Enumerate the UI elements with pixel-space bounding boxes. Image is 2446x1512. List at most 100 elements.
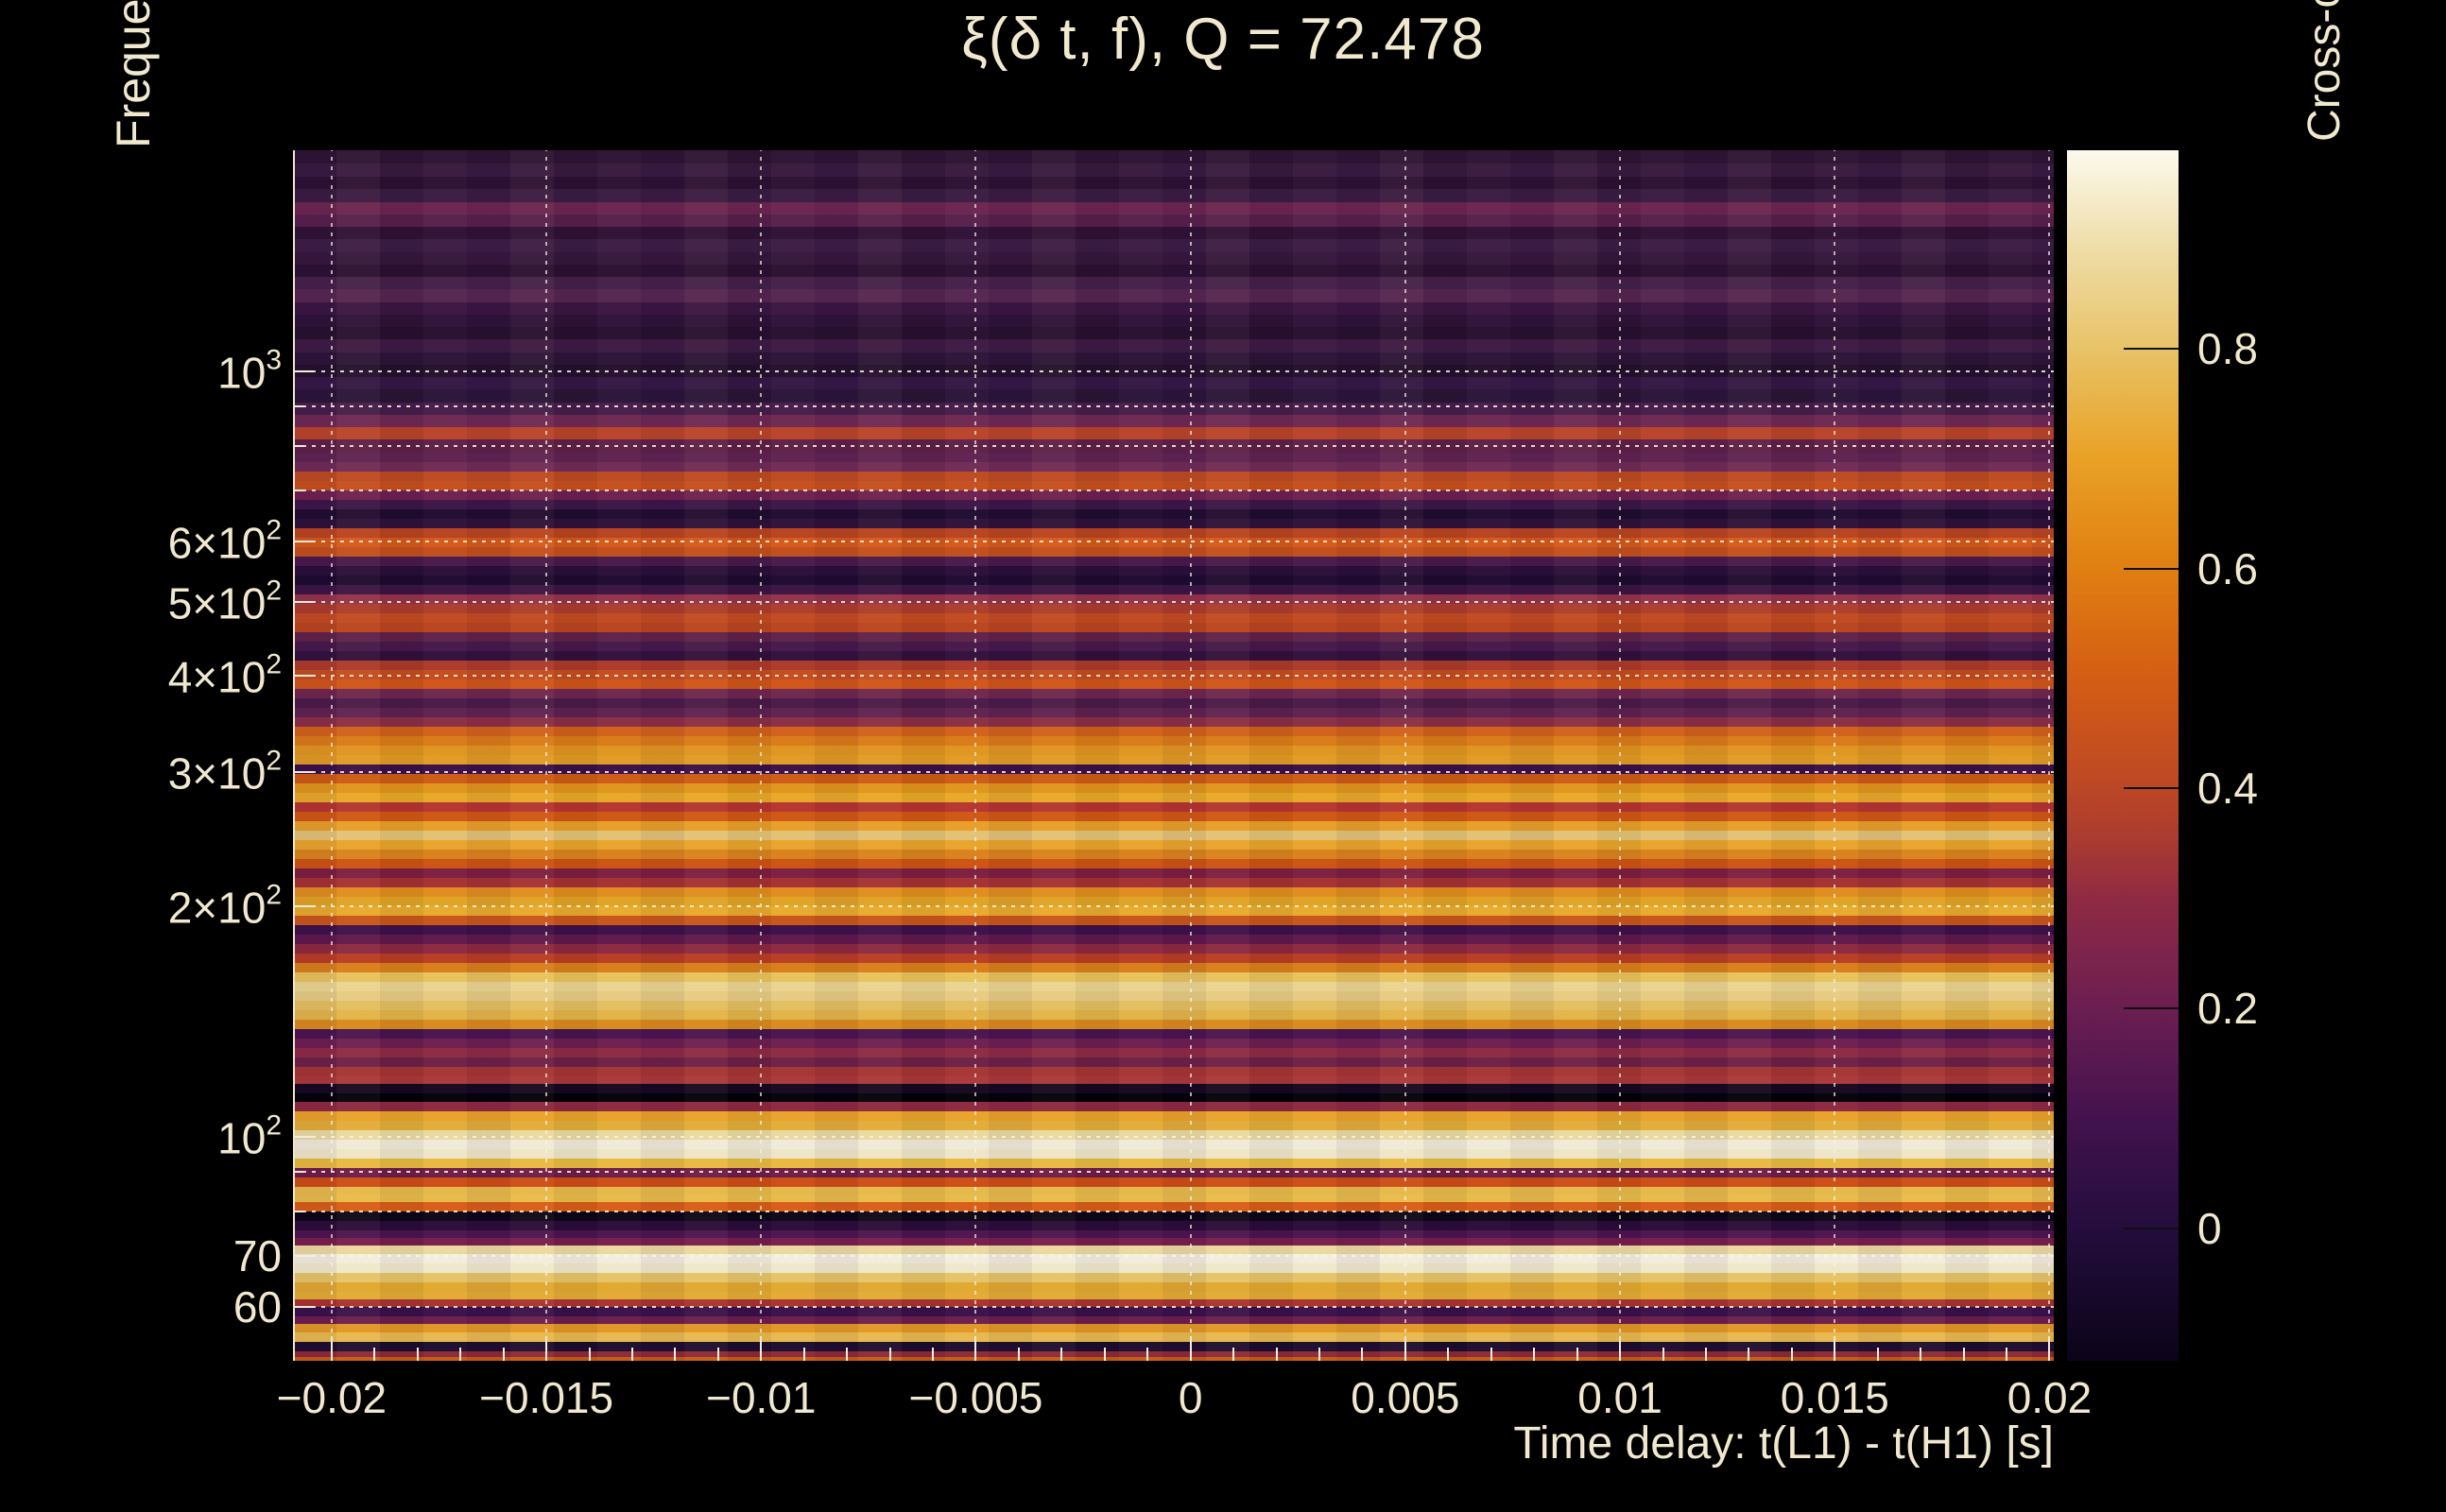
heatmap-band [293,288,2054,302]
y-tick-label: 3×102 [0,745,282,799]
heatmap-band [293,745,2054,755]
x-tick-label: −0.02 [276,1373,388,1422]
heatmap-band [293,801,2054,812]
x-minor-tick [1232,1348,1235,1361]
heatmap-band [293,1009,2054,1020]
heatmap-band [293,1291,2054,1299]
heatmap-band [293,251,2054,265]
h-gridline [293,405,2054,408]
heatmap-band [293,896,2054,906]
v-gridline [760,150,763,1361]
y-tick-label-base: 10 [217,348,267,398]
heatmap-band [293,764,2054,774]
y-major-tick [293,770,314,773]
heatmap-band [293,1356,2054,1361]
colorbar-title: Cross-correlation ξ [2299,0,2351,142]
x-minor-tick [1490,1348,1492,1361]
x-tick-label: 0.02 [2007,1373,2093,1422]
y-major-tick [293,540,314,542]
y-major-tick [293,1305,314,1308]
heatmap-band [293,792,2054,802]
heatmap-band [293,1148,2054,1159]
h-gridline [293,675,2054,678]
v-gridline [974,150,977,1361]
h-gridline [293,1305,2054,1308]
x-minor-tick [1060,1348,1063,1361]
y-tick-label: 6×102 [0,514,282,568]
x-major-tick [1834,1336,1836,1361]
colorbar-tick [2124,787,2179,790]
x-minor-tick [630,1348,633,1361]
heatmap-band [293,176,2054,189]
heatmap-band [293,214,2054,227]
heatmap-band [293,1341,2054,1351]
heatmap-band [293,471,2054,481]
heatmap-band [293,1019,2054,1029]
v-gridline [1189,150,1192,1361]
colorbar-tick-label: 0.8 [2197,323,2258,373]
heatmap-band [293,1092,2054,1102]
heatmap-band [293,915,2054,925]
heatmap-band [293,1000,2054,1010]
x-minor-tick [1103,1348,1106,1361]
heatmap-band [293,518,2054,528]
y-tick-label: 103 [0,345,282,399]
y-tick-label: 70 [0,1230,282,1281]
heatmap-band [293,1083,2054,1093]
heatmap-band [293,565,2054,576]
heatmap-band [293,830,2054,840]
y-tick-label-base: 3×10 [167,748,267,799]
heatmap-band [293,1129,2054,1140]
heatmap-band [293,1110,2054,1121]
heatmap-band [293,1245,2054,1254]
heatmap-band [293,953,2054,963]
heatmap-band [293,1263,2054,1273]
heatmap-band [293,773,2054,783]
heatmap-band [293,1332,2054,1342]
heatmap-band [293,886,2054,897]
x-minor-tick [1876,1348,1879,1361]
colorbar-tick-label: 0.4 [2197,764,2258,814]
y-tick-label-exponent: 2 [266,575,282,607]
heatmap-band [293,490,2054,500]
heatmap-band [293,1229,2054,1238]
heatmap-band [293,1220,2054,1230]
h-gridline [293,1210,2054,1212]
heatmap-band [293,962,2054,972]
y-tick-label-exponent: 2 [266,1109,282,1142]
y-tick-label: 5×102 [0,575,282,628]
heatmap-band [293,1186,2054,1194]
x-minor-tick [1920,1348,1922,1361]
x-minor-tick [1704,1348,1707,1361]
heatmap-band [293,782,2054,793]
x-minor-tick [1146,1348,1149,1361]
v-gridline [545,150,548,1361]
heatmap-band [293,1066,2054,1076]
heatmap-band [293,631,2054,642]
h-gridline [293,1254,2054,1257]
heatmap-band [293,593,2054,604]
heatmap-band [293,943,2054,954]
y-minor-tick [293,489,304,491]
heatmap-band [293,226,2054,239]
heatmap-band [293,414,2054,427]
x-major-tick [1619,1336,1622,1361]
x-minor-tick [1962,1348,1965,1361]
x-minor-tick [932,1348,935,1361]
x-minor-tick [888,1348,891,1361]
heatmap-band [293,726,2054,736]
heatmap-band [293,1306,2054,1316]
x-major-tick [760,1336,763,1361]
y-tick-label-exponent: 2 [266,648,282,680]
h-gridline [293,600,2054,603]
y-major-tick [293,675,314,678]
chart-title: ξ(δ t, f), Q = 72.478 [961,7,1485,72]
colorbar-tick-label: 0.2 [2197,984,2258,1034]
heatmap-band [293,858,2054,868]
heatmap-band [293,537,2054,547]
x-minor-tick [802,1348,805,1361]
heatmap-band [293,276,2054,289]
heatmap-band [293,716,2054,727]
x-tick-label: 0.01 [1577,1373,1662,1422]
x-minor-tick [1361,1348,1364,1361]
